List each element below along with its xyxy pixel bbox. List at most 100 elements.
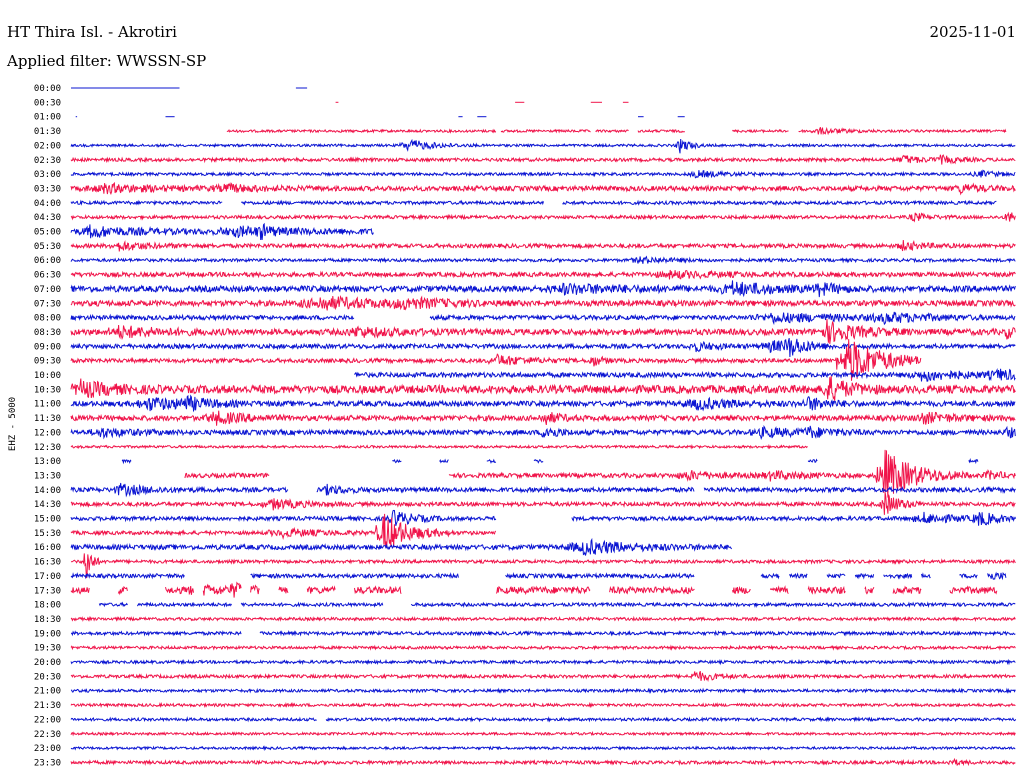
- time-tick-label: 15:30: [34, 529, 61, 539]
- trace-segment: [278, 586, 289, 594]
- station-title: HT Thira Isl. - Akrotiri: [7, 23, 177, 41]
- trace-segment: [70, 295, 1016, 311]
- trace-segment: [335, 484, 695, 495]
- trace-segment: [429, 311, 1016, 326]
- time-tick-label: 08:00: [34, 314, 61, 324]
- trace-segment: [505, 572, 695, 580]
- trace-segment: [70, 255, 1016, 265]
- trace-segment: [344, 601, 384, 608]
- trace-segment: [70, 269, 1016, 280]
- time-tick-label: 18:30: [34, 615, 61, 625]
- time-tick-label: 06:00: [34, 256, 61, 266]
- trace-segment: [259, 629, 1016, 637]
- trace-segment: [117, 586, 128, 596]
- time-tick-label: 19:00: [34, 629, 61, 639]
- trace-segment: [70, 644, 1016, 651]
- trace-segment: [448, 449, 1016, 498]
- time-tick-label: 08:30: [34, 328, 61, 338]
- trace-segment: [70, 138, 1016, 154]
- trace-segment: [259, 128, 497, 134]
- trace-segment: [70, 658, 1016, 666]
- time-tick-label: 23:00: [34, 744, 61, 754]
- trace-segment: [439, 572, 459, 579]
- trace-segment: [760, 572, 780, 580]
- trace-segment: [70, 319, 1016, 344]
- trace-segment: [354, 585, 402, 595]
- time-tick-label: 09:00: [34, 342, 61, 352]
- time-tick-label: 03:30: [34, 184, 61, 194]
- time-tick-label: 20:30: [34, 672, 61, 682]
- trace-segment: [278, 486, 289, 493]
- trace-segment: [70, 443, 808, 450]
- time-tick-label: 04:30: [34, 213, 61, 223]
- trace-segment: [70, 181, 1016, 196]
- trace-segment: [70, 154, 1016, 165]
- time-tick-label: 13:00: [34, 457, 61, 467]
- trace-segment: [240, 601, 345, 608]
- trace-segment: [769, 585, 789, 594]
- time-tick-label: 16:00: [34, 543, 61, 553]
- trace-segment: [70, 492, 1016, 515]
- trace-segment: [70, 482, 280, 498]
- seismic-traces: [70, 87, 1017, 767]
- trace-segment: [533, 459, 544, 464]
- time-tick-label: 02:00: [34, 141, 61, 151]
- trace-segment: [306, 585, 336, 595]
- trace-segment: [70, 537, 733, 556]
- trace-segment: [174, 313, 355, 322]
- trace-segment: [250, 584, 260, 595]
- trace-segment: [864, 586, 875, 595]
- time-tick-label: 00:30: [34, 98, 61, 108]
- trace-segment: [70, 586, 90, 595]
- trace-segment: [165, 586, 194, 596]
- time-tick-label: 20:00: [34, 658, 61, 668]
- filter-label: Applied filter: WWSSN-SP: [6, 52, 206, 70]
- trace-segment: [354, 367, 1016, 382]
- trace-segment: [486, 458, 497, 464]
- time-tick-label: 00:00: [34, 84, 61, 94]
- trace-segment: [70, 509, 497, 526]
- trace-segment: [184, 471, 270, 480]
- trace-segment: [70, 513, 450, 548]
- trace-segment: [70, 239, 1016, 252]
- trace-segment: [202, 581, 242, 598]
- trace-segment: [703, 485, 1016, 494]
- trace-segment: [439, 458, 449, 464]
- time-tick-label: 09:30: [34, 357, 61, 367]
- trace-segment: [70, 572, 185, 580]
- trace-segment: [921, 572, 931, 579]
- date-label: 2025-11-01: [930, 23, 1016, 41]
- trace-segment: [71, 630, 242, 637]
- trace-segment: [826, 572, 846, 579]
- trace-segment: [70, 211, 1016, 223]
- time-tick-label: 14:00: [34, 486, 61, 496]
- trace-segment: [798, 126, 1007, 136]
- trace-segment: [70, 687, 1016, 694]
- trace-segment: [410, 601, 1016, 609]
- trace-segment: [892, 585, 922, 595]
- trace-segment: [807, 458, 818, 464]
- trace-segment: [70, 337, 1016, 358]
- trace-segment: [70, 169, 1016, 179]
- time-tick-label: 05:00: [34, 228, 61, 238]
- trace-segment: [987, 571, 1007, 581]
- trace-segment: [98, 601, 128, 608]
- trace-segment: [70, 716, 317, 723]
- time-tick-label: 22:00: [34, 715, 61, 725]
- time-tick-label: 18:00: [34, 601, 61, 611]
- time-tick-label: 14:30: [34, 500, 61, 510]
- trace-segment: [732, 128, 789, 134]
- trace-segment: [70, 394, 1016, 413]
- time-tick-label: 12:30: [34, 443, 61, 453]
- time-tick-label: 16:30: [34, 558, 61, 568]
- trace-segment: [788, 572, 808, 580]
- time-tick-label: 21:30: [34, 701, 61, 711]
- time-tick-label: 13:30: [34, 471, 61, 481]
- time-tick-label: 03:00: [34, 170, 61, 180]
- trace-segment: [70, 376, 1016, 401]
- trace-segment: [959, 573, 978, 579]
- trace-segment: [146, 199, 223, 206]
- trace-segment: [70, 339, 922, 381]
- trace-segment: [70, 280, 1016, 298]
- trace-segment: [226, 128, 260, 134]
